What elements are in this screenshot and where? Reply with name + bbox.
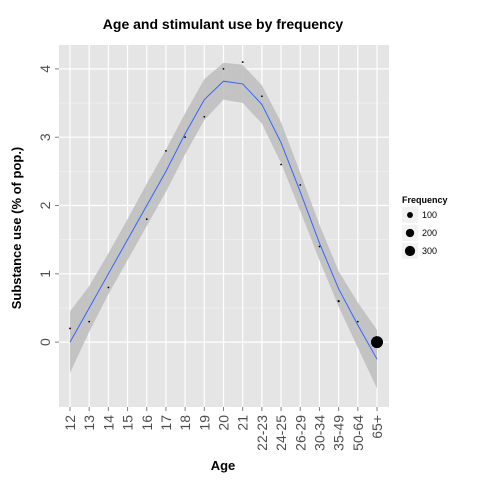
legend-symbol: [404, 245, 416, 257]
data-point: [203, 115, 206, 118]
data-point: [241, 61, 244, 63]
data-point: [184, 136, 187, 139]
data-point: [371, 336, 383, 349]
data-point: [280, 163, 282, 166]
legend-entries: 100 200 300: [402, 207, 437, 259]
legend: Frequency 100 200 300: [402, 195, 448, 259]
y-tick-label: 2: [37, 201, 53, 209]
x-tick-label: 14: [100, 415, 116, 431]
data-points: [69, 61, 383, 349]
smooth-fit-line: [69, 80, 378, 360]
y-axis: 0 1 2 3 4: [37, 65, 59, 346]
data-point: [318, 245, 321, 248]
x-tick-label: 12: [62, 415, 78, 431]
data-point: [165, 149, 167, 152]
y-axis-title: Substance use (% of pop.): [9, 147, 24, 310]
data-point: [69, 327, 71, 330]
data-point: [356, 320, 359, 323]
x-tick-label: 65+: [369, 415, 385, 439]
x-tick-label: 21: [235, 415, 251, 431]
x-tick-label: 35-49: [331, 415, 347, 451]
x-tick-label: 13: [81, 415, 97, 431]
x-tick-label: 17: [158, 415, 174, 431]
confidence-band: [70, 62, 377, 389]
plot-panel: [59, 45, 389, 407]
x-tick-label: 30-34: [311, 415, 327, 451]
x-axis: 12 13 14 15 16 17 18 19 20 21 22-23 24-25 26-29 30-34…: [62, 407, 385, 451]
legend-symbol: [407, 212, 413, 218]
x-tick-label: 18: [177, 415, 193, 431]
y-tick-label: 4: [37, 65, 53, 73]
x-tick-label: 22-23: [254, 415, 270, 451]
y-tick-label: 3: [37, 133, 53, 141]
data-point: [222, 68, 225, 70]
data-point: [88, 320, 91, 323]
x-tick-label: 24-25: [273, 415, 289, 451]
x-tick-label: 15: [120, 415, 136, 431]
data-point: [299, 184, 302, 186]
legend-label: 200: [422, 228, 437, 238]
data-point: [337, 300, 340, 303]
data-point: [145, 218, 148, 221]
legend-symbol: [405, 228, 415, 238]
legend-label: 300: [422, 246, 437, 256]
chart-title: Age and stimulant use by frequency: [103, 16, 344, 32]
data-point: [107, 286, 110, 289]
x-tick-label: 20: [216, 415, 232, 431]
legend-label: 100: [422, 210, 437, 220]
x-tick-label: 19: [196, 415, 212, 431]
legend-title: Frequency: [402, 195, 448, 205]
x-tick-label: 16: [139, 415, 155, 431]
x-tick-label: 50-64: [350, 415, 366, 451]
data-point: [260, 95, 263, 98]
y-tick-label: 0: [37, 338, 53, 346]
y-tick-label: 1: [37, 270, 53, 278]
x-axis-title: Age: [211, 458, 236, 473]
x-tick-label: 26-29: [292, 415, 308, 451]
